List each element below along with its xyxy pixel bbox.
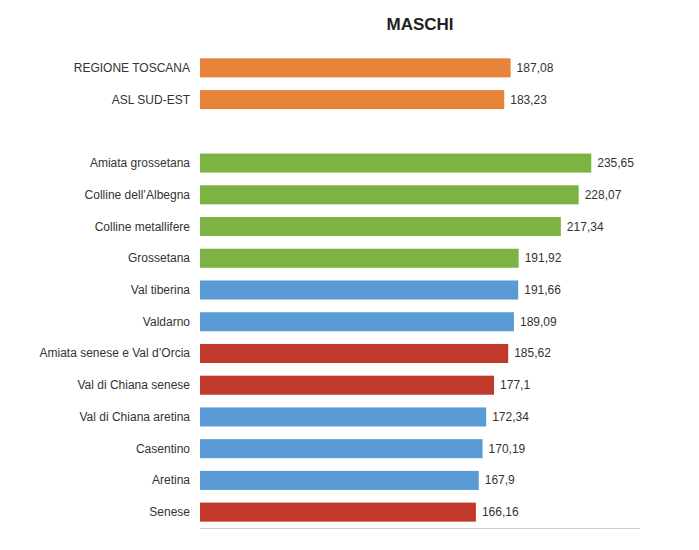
y-tick-label: Amiata senese e Val d’Orcia	[39, 346, 190, 360]
data-label: 217,34	[567, 220, 604, 234]
y-tick-label: Amiata grossetana	[90, 156, 190, 170]
data-label: 235,65	[597, 156, 634, 170]
y-tick-label: Colline dell’Albegna	[85, 188, 191, 202]
chart-title: MASCHI	[386, 15, 453, 34]
y-tick-label: Val di Chiana aretina	[79, 410, 190, 424]
y-tick-label: Casentino	[136, 442, 190, 456]
bar	[200, 407, 486, 426]
bar	[200, 90, 504, 109]
bars	[200, 58, 591, 521]
bar	[200, 249, 519, 268]
data-label: 170,19	[489, 442, 526, 456]
data-label: 187,08	[517, 61, 554, 75]
y-tick-label: REGIONE TOSCANA	[74, 61, 190, 75]
bar	[200, 344, 508, 363]
data-label: 228,07	[585, 188, 622, 202]
page: {"chart_data": {"type": "bar", "orientat…	[0, 0, 699, 550]
bar	[200, 154, 591, 173]
x-axis-line	[200, 528, 640, 529]
data-label: 172,34	[492, 410, 529, 424]
data-label: 177,1	[500, 378, 530, 392]
bar	[200, 217, 561, 236]
y-tick-label: Grossetana	[128, 251, 190, 265]
y-tick-label: ASL SUD-EST	[112, 93, 191, 107]
bar	[200, 439, 483, 458]
bar	[200, 312, 514, 331]
y-tick-label: Val di Chiana senese	[77, 378, 190, 392]
data-label: 167,9	[485, 473, 515, 487]
y-tick-label: Valdarno	[143, 315, 190, 329]
y-tick-label: Val tiberina	[131, 283, 190, 297]
bar	[200, 471, 479, 490]
y-axis: REGIONE TOSCANA ASL SUD-EST Amiata grosset…	[39, 61, 190, 519]
bar	[200, 280, 518, 299]
data-label: 191,66	[524, 283, 561, 297]
y-tick-label: Colline metallifere	[95, 220, 191, 234]
data-label: 189,09	[520, 315, 557, 329]
data-label: 183,23	[510, 93, 547, 107]
bar	[200, 58, 511, 77]
bar	[200, 503, 476, 522]
bar	[200, 376, 494, 395]
data-label: 191,92	[525, 251, 562, 265]
data-labels: 187,08 183,23 235,65 228,07 217,34 191,92 191,…	[482, 61, 634, 519]
bar	[200, 185, 579, 204]
y-tick-label: Aretina	[152, 473, 190, 487]
data-label: 185,62	[514, 346, 551, 360]
data-label: 166,16	[482, 505, 519, 519]
y-tick-label: Senese	[149, 505, 190, 519]
chart: MASCHI REGIONE TOSCANA ASL SUD-EST Amiata g…	[0, 0, 699, 550]
